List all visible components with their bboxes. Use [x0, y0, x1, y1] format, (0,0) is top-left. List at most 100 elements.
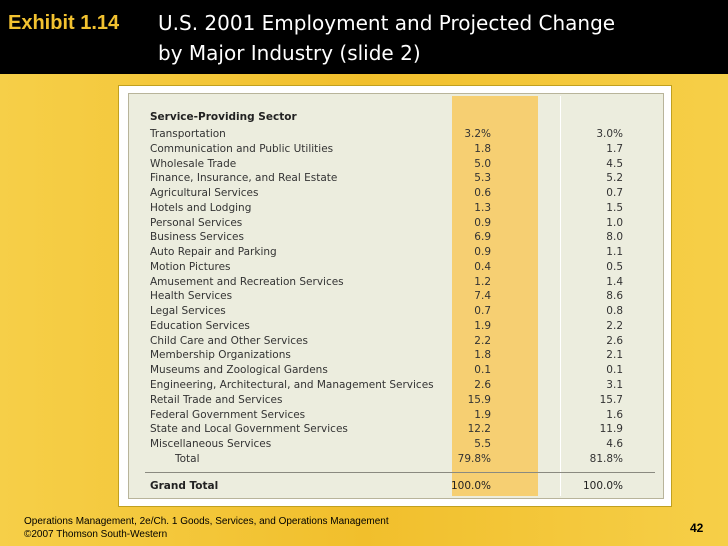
industry-name: Health Services: [150, 290, 233, 303]
value-2001: 7.4: [474, 290, 491, 303]
value-2001: 0.9: [474, 246, 491, 259]
grand-total-2001: 100.0%: [450, 480, 491, 492]
slide-title-line-1: U.S. 2001 Employment and Projected Chang…: [158, 11, 616, 35]
value-projected: 0.5: [606, 260, 623, 273]
value-projected: 1.7: [606, 142, 623, 155]
table-row: Membership Organizations 1.8 2.1: [129, 348, 663, 363]
total-row: Total 79.8% 81.8%: [129, 452, 663, 467]
value-2001: 1.9: [474, 319, 491, 332]
value-2001: 1.8: [474, 349, 491, 362]
industry-name: Child Care and Other Services: [150, 334, 308, 347]
table-row: Personal Services 0.9 1.0: [129, 216, 663, 231]
industry-name: Wholesale Trade: [150, 157, 237, 170]
industry-name: Total: [175, 452, 200, 465]
value-2001: 0.1: [474, 364, 491, 377]
value-projected: 3.0%: [596, 128, 623, 140]
industry-name: Miscellaneous Services: [150, 438, 272, 451]
footer-course-line: Operations Management, 2e/Ch. 1 Goods, S…: [24, 516, 389, 527]
grand-total-row: Grand Total 100.0% 100.0%: [129, 478, 663, 494]
table-row: Finance, Insurance, and Real Estate 5.3 5.…: [129, 171, 663, 186]
industry-name: Federal Government Services: [150, 408, 306, 421]
value-projected: 2.6: [606, 334, 623, 347]
table-row: Education Services 1.9 2.2: [129, 319, 663, 334]
value-projected: 8.6: [606, 290, 623, 303]
value-projected: 11.9: [599, 423, 623, 436]
value-2001: 2.6: [474, 379, 491, 392]
value-2001: 0.7: [474, 305, 491, 318]
value-2001: 2.2: [474, 334, 491, 347]
grand-total-divider: [145, 472, 655, 473]
value-2001: 5.5: [474, 438, 491, 451]
table-row: Transportation 3.2% 3.0%: [129, 127, 663, 142]
industry-name: Business Services: [150, 231, 244, 244]
column-divider: [560, 96, 561, 496]
value-projected: 2.1: [606, 349, 623, 362]
highlight-column: [452, 96, 538, 496]
value-projected: 4.5: [606, 157, 623, 170]
value-projected: 4.6: [606, 438, 623, 451]
value-projected: 1.6: [606, 408, 623, 421]
value-2001: 1.3: [474, 201, 491, 214]
value-projected: 2.2: [606, 319, 623, 332]
table-row: Museums and Zoological Gardens 0.1 0.1: [129, 363, 663, 378]
table-row: Federal Government Services 1.9 1.6: [129, 408, 663, 423]
value-2001: 79.8%: [457, 452, 491, 465]
value-2001: 0.9: [474, 216, 491, 229]
value-2001: 12.2: [467, 423, 491, 436]
table-rows: Transportation 3.2% 3.0% Communication and …: [129, 127, 663, 467]
slide-title-line-2: by Major Industry (slide 2): [158, 41, 421, 65]
value-projected: 1.0: [606, 216, 623, 229]
industry-name: Transportation: [150, 128, 226, 140]
value-projected: 3.1: [606, 379, 623, 392]
industry-name: Finance, Insurance, and Real Estate: [150, 172, 338, 185]
table-row: Wholesale Trade 5.0 4.5: [129, 157, 663, 172]
industry-name: Amusement and Recreation Services: [150, 275, 344, 288]
value-projected: 5.2: [606, 172, 623, 185]
industry-name: Hotels and Lodging: [150, 201, 252, 214]
industry-name: Legal Services: [150, 305, 226, 318]
industry-name: Retail Trade and Services: [150, 393, 283, 406]
value-projected: 0.8: [606, 305, 623, 318]
value-2001: 1.2: [474, 275, 491, 288]
table-row: State and Local Government Services 12.2 1…: [129, 422, 663, 437]
table-row: Child Care and Other Services 2.2 2.6: [129, 334, 663, 349]
industry-name: State and Local Government Services: [150, 423, 348, 436]
table-row: Hotels and Lodging 1.3 1.5: [129, 201, 663, 216]
value-projected: 1.1: [606, 246, 623, 259]
industry-name: Engineering, Architectural, and Manageme…: [150, 379, 434, 392]
grand-total-label: Grand Total: [150, 480, 219, 492]
footer-copyright: ©2007 Thomson South-Western: [24, 529, 168, 540]
value-projected: 15.7: [599, 393, 623, 406]
table-image: Service-Providing Sector Transportation 3…: [128, 93, 664, 499]
table-row: Auto Repair and Parking 0.9 1.1: [129, 245, 663, 260]
table-row: Agricultural Services 0.6 0.7: [129, 186, 663, 201]
page-number: 42: [690, 521, 704, 535]
value-2001: 5.0: [474, 157, 491, 170]
industry-name: Museums and Zoological Gardens: [150, 364, 328, 377]
table-row: Legal Services 0.7 0.8: [129, 304, 663, 319]
industry-name: Agricultural Services: [150, 187, 259, 200]
value-projected: 1.5: [606, 201, 623, 214]
exhibit-label: Exhibit 1.14: [8, 12, 120, 34]
table-row: Health Services 7.4 8.6: [129, 289, 663, 304]
table-row: Amusement and Recreation Services 1.2 1.4: [129, 275, 663, 290]
value-2001: 5.3: [474, 172, 491, 185]
value-projected: 81.8%: [589, 452, 623, 465]
industry-name: Membership Organizations: [150, 349, 291, 362]
industry-name: Communication and Public Utilities: [150, 142, 334, 155]
table-row: Miscellaneous Services 5.5 4.6: [129, 437, 663, 452]
table-row: Engineering, Architectural, and Manageme…: [129, 378, 663, 393]
value-projected: 8.0: [606, 231, 623, 244]
industry-name: Personal Services: [150, 216, 243, 229]
value-2001: 3.2%: [464, 128, 491, 140]
table-row: Business Services 6.9 8.0: [129, 230, 663, 245]
value-projected: 0.7: [606, 187, 623, 200]
section-title: Service-Providing Sector: [150, 111, 297, 123]
industry-name: Education Services: [150, 319, 250, 332]
industry-name: Auto Repair and Parking: [150, 246, 277, 259]
industry-name: Motion Pictures: [150, 260, 231, 273]
grand-total-projected: 100.0%: [582, 480, 623, 492]
value-2001: 0.6: [474, 187, 491, 200]
value-projected: 0.1: [606, 364, 623, 377]
value-2001: 15.9: [467, 393, 491, 406]
